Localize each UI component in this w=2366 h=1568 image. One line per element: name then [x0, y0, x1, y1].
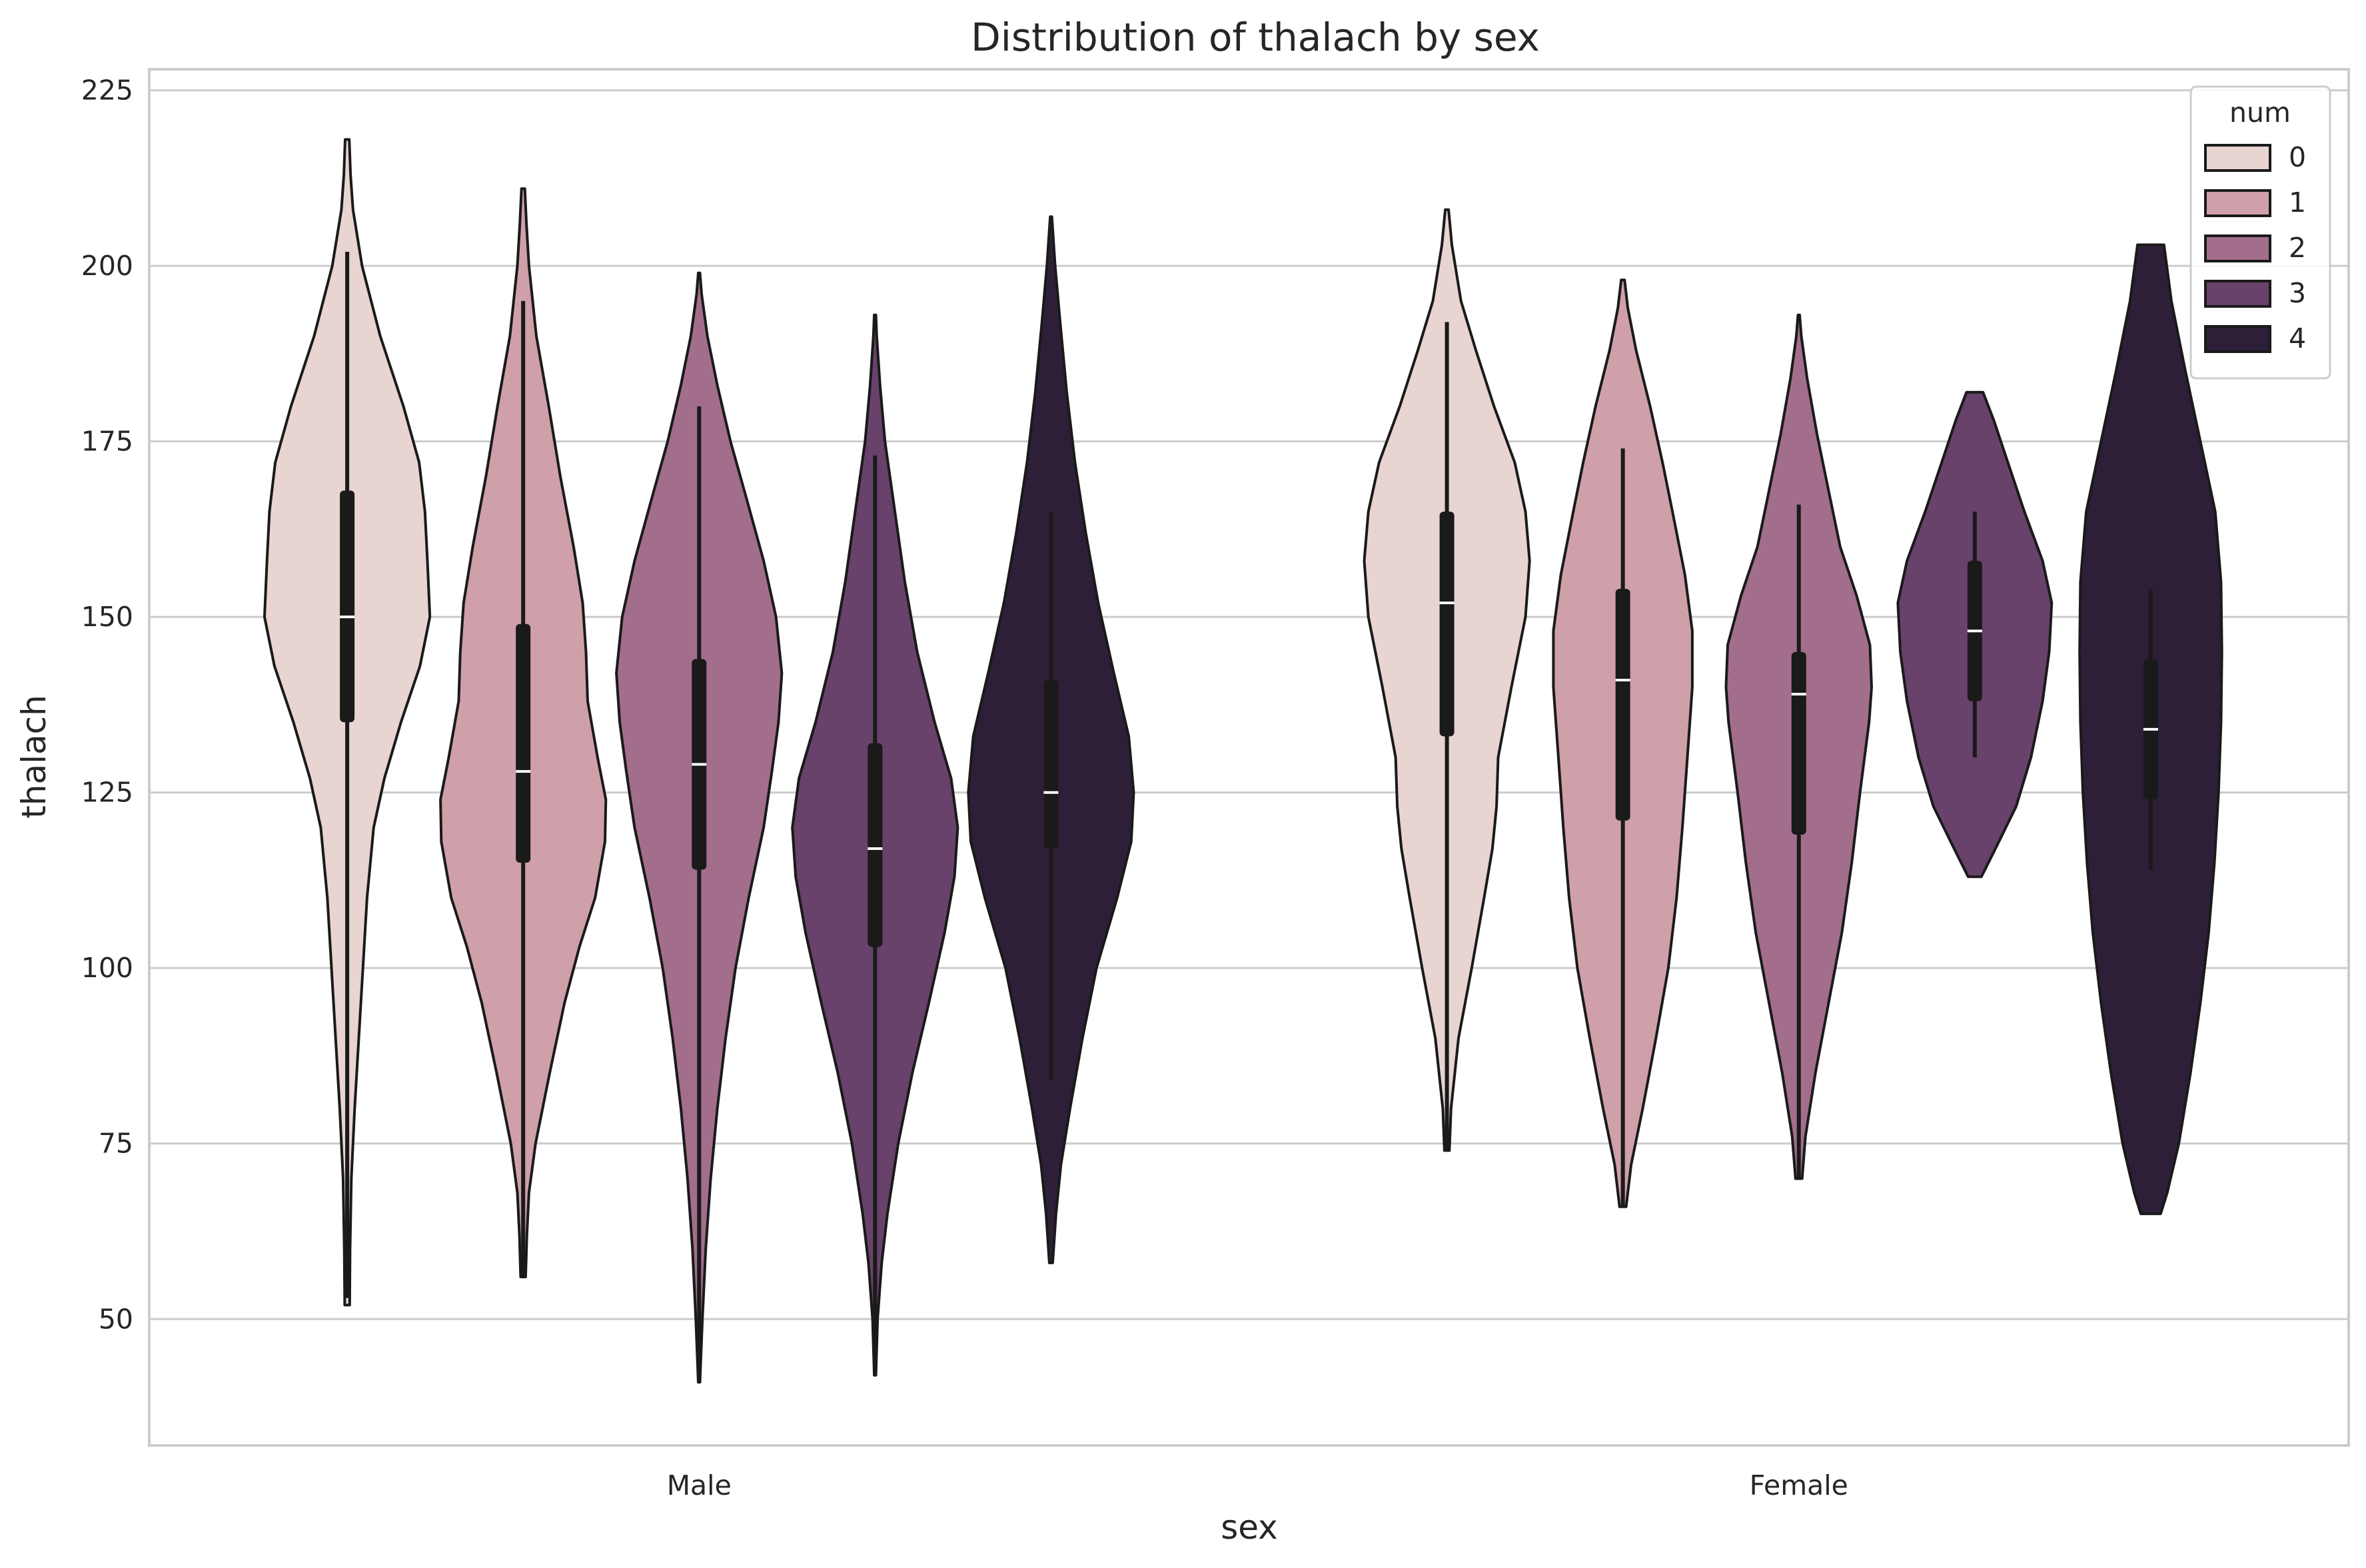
violin-iqr-box	[340, 490, 355, 723]
legend-swatch	[2204, 280, 2271, 308]
plot-frame	[148, 68, 2350, 1447]
violin-iqr-box	[1791, 651, 1806, 835]
y-tick-label: 200	[81, 250, 133, 282]
x-tick-label-male: Male	[667, 1469, 732, 1501]
violin-num-0-female	[1363, 208, 1531, 1152]
violin-num-0-male	[263, 138, 432, 1307]
x-tick-label-female: Female	[1750, 1469, 1848, 1501]
legend-entry-1: 1	[2204, 187, 2306, 218]
legend-swatch	[2204, 189, 2271, 217]
legend-title: num	[2229, 97, 2291, 129]
violin-iqr-box	[1439, 512, 1455, 737]
y-tick-label: 75	[99, 1128, 133, 1160]
violin-num-4-female	[2078, 243, 2223, 1216]
y-tick-label: 225	[81, 75, 133, 107]
violin-num-1-male	[439, 187, 608, 1278]
legend-label: 1	[2289, 187, 2306, 218]
violin-num-1-female	[1552, 278, 1694, 1208]
violin-iqr-box	[516, 623, 531, 863]
x-axis-label: sex	[1221, 1508, 1278, 1547]
y-tick-label: 150	[81, 601, 133, 633]
legend: num 0 1 2 3 4	[2189, 85, 2331, 380]
violin-num-2-female	[1724, 313, 1873, 1180]
violin-num-3-female	[1896, 390, 2054, 879]
legend-entry-3: 3	[2204, 277, 2306, 309]
legend-swatch	[2204, 144, 2271, 172]
legend-label: 2	[2289, 232, 2306, 264]
y-tick-label: 50	[99, 1303, 133, 1335]
legend-entry-4: 4	[2204, 322, 2306, 354]
y-axis-ticks: 50 75 100 125 150 175 200 225	[81, 75, 133, 1336]
legend-swatch	[2204, 325, 2271, 353]
violin-iqr-box	[1043, 680, 1059, 849]
legend-swatch	[2204, 234, 2271, 262]
violin-num-2-male	[615, 271, 784, 1384]
y-axis-label: thalach	[15, 695, 53, 819]
chart-title: Distribution of thalach by sex	[971, 15, 1540, 60]
legend-label: 4	[2289, 322, 2306, 354]
y-tick-label: 100	[81, 952, 133, 984]
legend-entries: 0 1 2 3 4	[2204, 141, 2306, 354]
violin-iqr-box	[868, 743, 883, 947]
violin-iqr-box	[1615, 589, 1630, 821]
x-axis-ticks: Male Female	[667, 1469, 1848, 1501]
legend-entry-0: 0	[2204, 141, 2306, 173]
y-tick-label: 125	[81, 777, 133, 809]
violin-plots	[263, 138, 2223, 1384]
legend-label: 0	[2289, 141, 2306, 173]
legend-entry-2: 2	[2204, 232, 2306, 264]
violin-num-4-male	[967, 215, 1135, 1264]
y-tick-label: 175	[81, 426, 133, 458]
legend-label: 3	[2289, 277, 2306, 309]
violin-num-3-male	[791, 313, 959, 1377]
